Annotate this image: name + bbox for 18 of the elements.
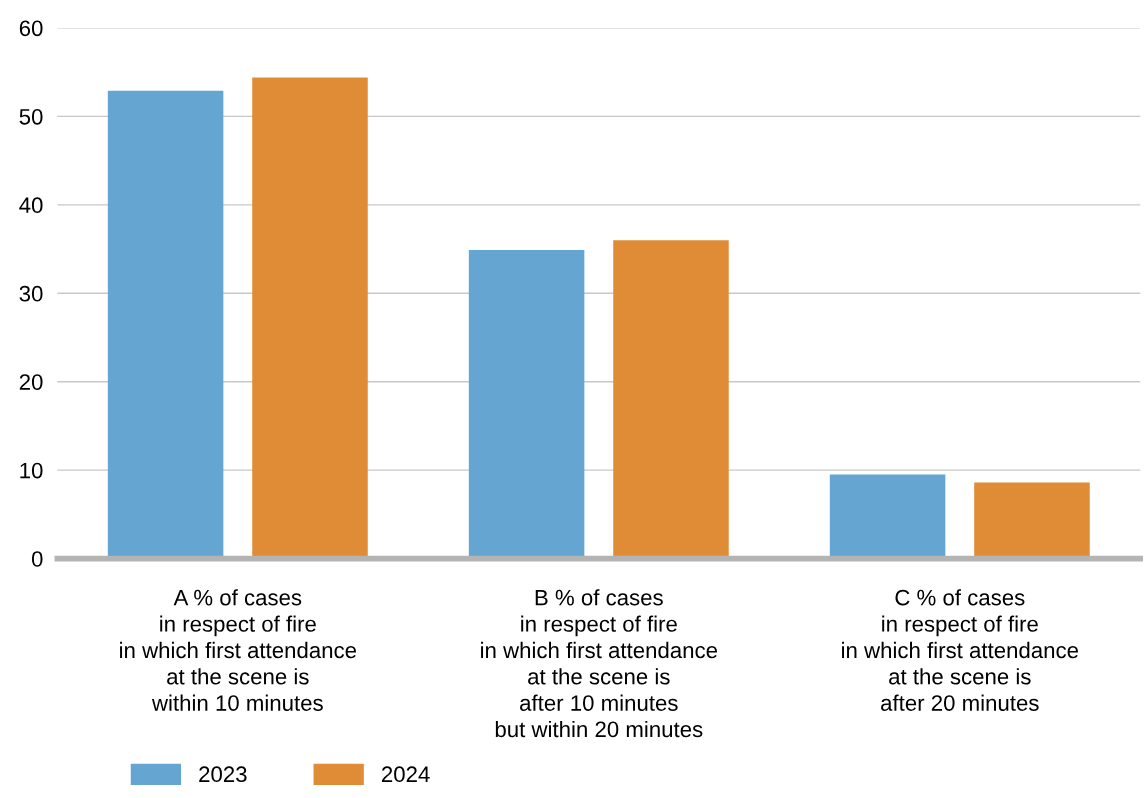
bar [974, 482, 1090, 559]
y-tick-label: 30 [19, 285, 43, 302]
legend-label: 2023 [199, 766, 247, 783]
bar [829, 474, 946, 559]
y-tick-label: 40 [19, 197, 43, 214]
x-tick-label: A % of cases in respect of fire in which first attendance at the scene is within 10 minutes [120, 589, 357, 711]
bar [252, 77, 368, 559]
y-tick-label: 20 [19, 374, 43, 390]
legend-label: 2024 [382, 766, 430, 783]
bar [613, 240, 729, 559]
x-tick-label: C % of cases in respect of fire in which first attendance at the scene is after 20 minutes [842, 589, 1078, 711]
bar [107, 90, 224, 559]
bar [468, 249, 585, 559]
y-tick-label: 0 [31, 551, 43, 567]
y-tick-label: 10 [20, 462, 43, 479]
y-tick-label: 60 [19, 20, 43, 37]
y-tick-label: 50 [19, 108, 43, 125]
x-tick-label: B % of cases in respect of fire in which first attendance at the scene is after 10 minutes but within 20 minutes [481, 589, 718, 738]
